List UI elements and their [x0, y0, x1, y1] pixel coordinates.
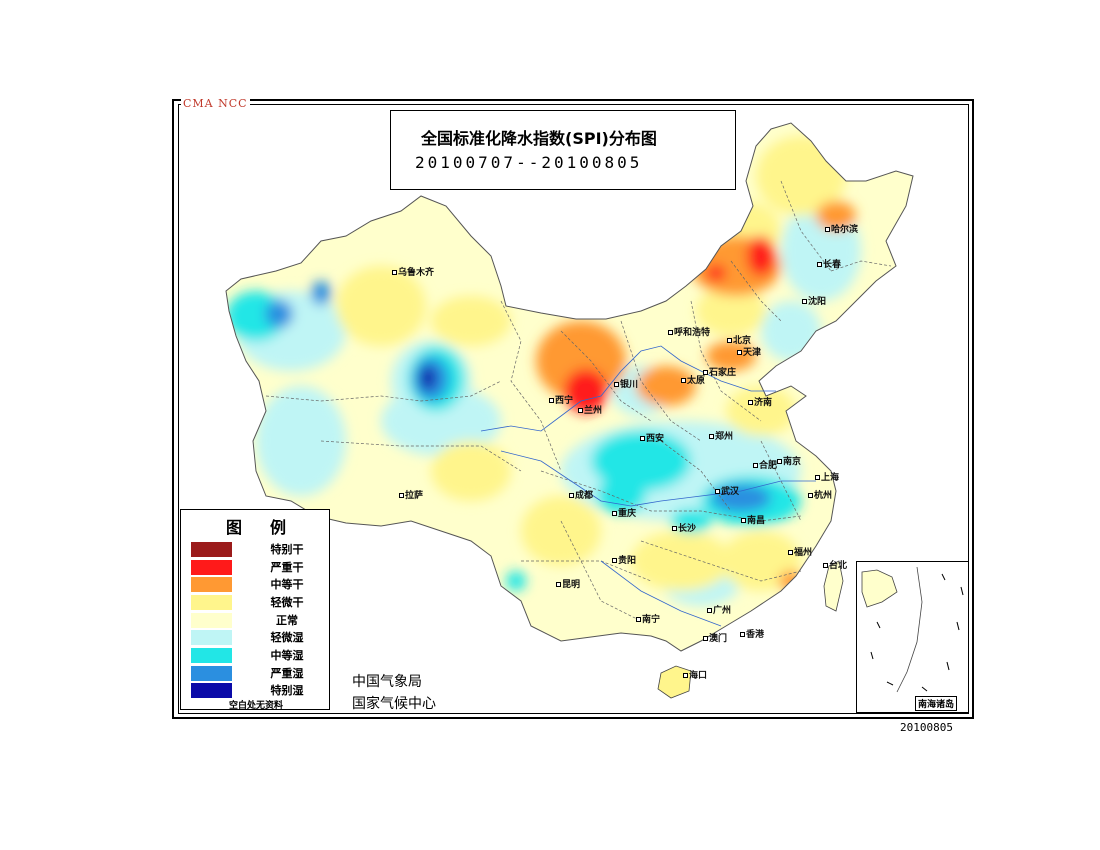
city-label: 广州: [707, 603, 731, 616]
city-label: 兰州: [578, 403, 602, 416]
legend-swatch: [191, 577, 232, 592]
legend-item: 严重湿: [191, 666, 321, 682]
city-label: 香港: [740, 627, 764, 640]
legend-label: 中等湿: [270, 649, 304, 662]
city-label: 福州: [788, 545, 812, 558]
legend-label: 正常: [276, 614, 298, 627]
city-label: 合肥: [753, 458, 777, 471]
date-stamp: 20100805: [900, 721, 953, 734]
city-label: 昆明: [556, 577, 580, 590]
city-label: 南京: [777, 454, 801, 467]
legend-swatch: [191, 648, 232, 663]
legend-swatch: [191, 560, 232, 575]
watermark: CMA NCC: [181, 97, 250, 110]
city-label: 太原: [681, 373, 705, 386]
title-box: 全国标准化降水指数(SPI)分布图 20100707--20100805: [390, 110, 736, 190]
city-label: 成都: [569, 488, 593, 501]
legend-label: 特别干: [270, 543, 304, 556]
country-border: [225, 122, 914, 652]
city-label: 北京: [727, 333, 751, 346]
city-label: 银川: [614, 377, 638, 390]
city-label: 长沙: [672, 521, 696, 534]
legend-item: 特别干: [191, 542, 321, 558]
spi-map: [225, 122, 914, 699]
legend-item: 特别湿: [191, 683, 321, 699]
city-label: 南宁: [636, 612, 660, 625]
legend-label: 特别湿: [270, 684, 304, 697]
city-label: 长春: [817, 257, 841, 270]
city-label: 武汉: [715, 484, 739, 497]
legend-item: 正常: [191, 613, 321, 629]
inset-label: 南海诸岛: [915, 696, 958, 711]
legend-swatch: [191, 542, 232, 557]
agency-cma: 中国气象局: [352, 674, 422, 690]
legend-label: 轻微干: [270, 596, 304, 609]
legend-label: 中等干: [270, 578, 304, 591]
city-label: 呼和浩特: [668, 325, 710, 338]
legend-item: 中等湿: [191, 648, 321, 664]
map-period: 20100707--20100805: [415, 153, 643, 172]
city-label: 重庆: [612, 506, 636, 519]
legend-swatch: [191, 630, 232, 645]
city-label: 澳门: [703, 631, 727, 644]
agency-ncc: 国家气候中心: [352, 696, 436, 712]
legend-label: 轻微湿: [270, 631, 304, 644]
map-title: 全国标准化降水指数(SPI)分布图: [421, 129, 657, 148]
legend-item: 严重干: [191, 560, 321, 576]
south-china-sea-inset: 南海诸岛: [856, 561, 969, 713]
city-label: 南昌: [741, 513, 765, 526]
city-label: 杭州: [808, 488, 832, 501]
map-outer-frame: [172, 99, 974, 719]
legend-item: 轻微干: [191, 595, 321, 611]
city-label: 海口: [683, 668, 707, 681]
legend-title: 图例: [225, 518, 314, 537]
legend-note: 空白处无资料: [228, 701, 283, 711]
city-label: 拉萨: [399, 488, 423, 501]
legend: 图例 特别干 严重干 中等干 轻微干 正常 轻微湿 中等湿 严重湿 特别湿 空白…: [180, 509, 330, 711]
city-label: 郑州: [709, 429, 733, 442]
city-label: 贵阳: [612, 553, 636, 566]
city-label: 天津: [737, 345, 761, 358]
city-label: 西安: [640, 431, 664, 444]
legend-label: 严重湿: [270, 667, 304, 680]
city-label: 济南: [748, 395, 772, 408]
city-label: 上海: [815, 470, 839, 483]
legend-item: 中等干: [191, 577, 321, 593]
city-label: 沈阳: [802, 294, 826, 307]
city-label: 石家庄: [703, 365, 736, 378]
city-label: 台北: [823, 558, 847, 571]
legend-swatch: [191, 683, 232, 698]
inset-map: [861, 566, 964, 693]
legend-item: 轻微湿: [191, 630, 321, 646]
legend-label: 严重干: [270, 561, 304, 574]
city-label: 哈尔滨: [825, 222, 858, 235]
rivers: [480, 345, 816, 627]
legend-swatch: [191, 595, 232, 610]
legend-swatch: [191, 613, 232, 628]
city-label: 乌鲁木齐: [392, 265, 434, 278]
legend-swatch: [191, 666, 232, 681]
city-label: 西宁: [549, 393, 573, 406]
